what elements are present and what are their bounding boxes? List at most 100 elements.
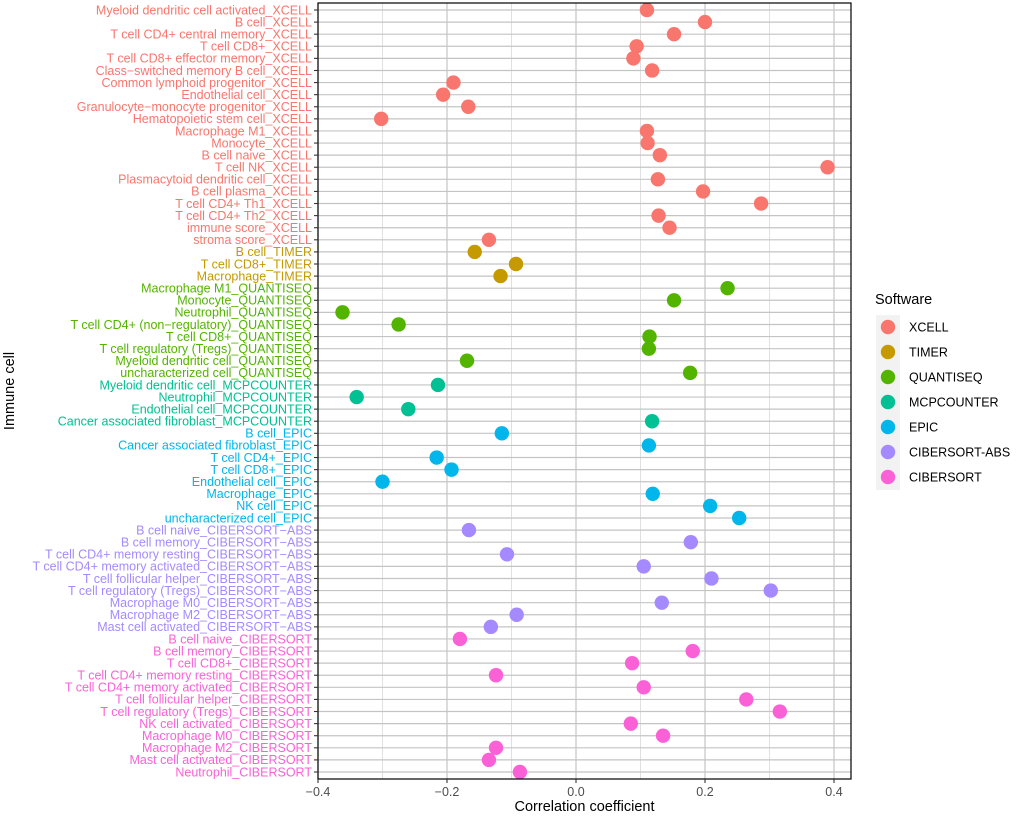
x-tick-label: −0.4 xyxy=(306,785,331,799)
y-tick-label: Macrophage M1_QUANTISEQ xyxy=(141,281,312,295)
y-tick-label: Granulocyte−monocyte progenitor_XCELL xyxy=(77,100,312,114)
y-tick-label: T cell follicular helper_CIBERSORT xyxy=(115,693,312,707)
grid-major xyxy=(317,3,851,779)
y-tick-label: Neutrophil_CIBERSORT xyxy=(175,765,312,779)
y-tick-label: Class−switched memory B cell_XCELL xyxy=(96,64,312,78)
y-axis-title: Immune cell xyxy=(2,352,18,430)
y-tick-label: B cell memory_CIBERSORT xyxy=(153,644,312,658)
legend-key xyxy=(880,469,896,485)
data-point xyxy=(444,462,459,477)
data-point xyxy=(685,643,700,659)
y-tick-label: uncharacterized cell_QUANTISEQ xyxy=(120,366,312,380)
data-point xyxy=(640,135,655,151)
data-point xyxy=(820,160,835,175)
data-point xyxy=(629,39,644,54)
data-point xyxy=(459,353,475,368)
data-point xyxy=(461,522,477,538)
data-point xyxy=(349,389,364,405)
x-tick-label: 0.0 xyxy=(567,785,584,799)
data-point xyxy=(702,498,718,514)
data-point xyxy=(644,414,660,429)
data-point xyxy=(682,365,698,381)
legend-label: QUANTISEQ xyxy=(909,371,983,385)
y-tick-label: T cell regulatory (Tregs)_QUANTISEQ xyxy=(99,342,312,356)
legend-label: EPIC xyxy=(909,421,938,435)
legend-label: CIBERSORT xyxy=(909,471,982,485)
data-point xyxy=(731,510,747,526)
data-point xyxy=(488,740,504,756)
legend-key xyxy=(880,369,896,385)
y-tick-label: T cell CD8+_XCELL xyxy=(200,40,312,54)
x-axis-title: Correlation coefficient xyxy=(515,799,655,815)
y-tick-label: T cell CD8+_EPIC xyxy=(210,463,312,477)
data-point xyxy=(642,329,657,344)
data-point xyxy=(654,595,669,610)
data-point xyxy=(704,571,719,586)
y-tick-label: T cell CD8+_QUANTISEQ xyxy=(166,330,312,344)
y-tick-label: Plasmacytoid dendritic cell_XCELL xyxy=(118,173,312,187)
y-tick-label: B cell naive_CIBERSORT−ABS xyxy=(136,523,312,537)
data-point xyxy=(666,293,682,308)
data-point xyxy=(652,147,668,163)
y-tick-label: Macrophage_TIMER xyxy=(197,269,312,283)
y-tick-label: Cancer associated fibroblast_MCPCOUNTER xyxy=(58,415,312,429)
y-tick-label: Hematopoietic stem cell_XCELL xyxy=(133,112,312,126)
data-point xyxy=(446,75,461,90)
y-tick-label: B cell_XCELL xyxy=(235,15,312,29)
x-axis-ticks: −0.4 −0.2 0.0 0.2 0.4 xyxy=(306,779,843,799)
y-tick-label: Neutrophil_QUANTISEQ xyxy=(174,306,312,320)
data-point xyxy=(623,716,639,731)
data-point xyxy=(481,752,497,768)
data-point xyxy=(644,63,660,78)
y-tick-label: T cell NK_XCELL xyxy=(215,161,312,175)
data-point xyxy=(483,619,499,635)
y-tick-label: T cell CD8+_TIMER xyxy=(201,257,312,271)
legend-label: TIMER xyxy=(909,346,948,360)
data-point xyxy=(645,486,660,502)
data-point xyxy=(452,631,468,647)
y-tick-label: B cell plasma_XCELL xyxy=(191,185,312,199)
data-point xyxy=(639,2,655,18)
data-point xyxy=(488,668,504,683)
data-point xyxy=(624,655,640,671)
data-point xyxy=(651,208,666,223)
y-tick-label: T cell CD4+ Th2_XCELL xyxy=(175,209,312,223)
y-tick-label: Cancer associated fibroblast_EPIC xyxy=(118,439,312,453)
y-axis-ticks: Myeloid dendritic cell activated_XCELLB … xyxy=(33,3,318,779)
y-tick-label: B cell naive_XCELL xyxy=(202,148,313,162)
data-point xyxy=(335,305,350,320)
x-tick-label: 0.2 xyxy=(696,785,713,799)
y-tick-label: T cell CD4+ (non−regulatory)_QUANTISEQ xyxy=(70,318,312,332)
y-tick-label: B cell naive_CIBERSORT xyxy=(168,632,312,646)
legend-label: XCELL xyxy=(909,321,949,335)
data-point xyxy=(430,377,446,393)
y-tick-label: Macrophage M1_XCELL xyxy=(175,124,312,138)
y-tick-label: Endothelial cell_EPIC xyxy=(192,475,312,489)
legend-title: Software xyxy=(875,292,932,308)
data-point xyxy=(772,704,788,719)
y-tick-label: Common lymphoid progenitor_XCELL xyxy=(101,76,312,90)
y-tick-label: B cell memory_CIBERSORT−ABS xyxy=(121,535,312,549)
legend-key xyxy=(880,394,896,410)
y-tick-label: T cell regulatory (Tregs)_CIBERSORT xyxy=(100,705,312,719)
y-tick-label: T cell CD8+_CIBERSORT xyxy=(167,656,312,670)
data-point xyxy=(499,547,515,562)
y-tick-label: NK cell_EPIC xyxy=(236,499,312,513)
y-tick-label: T cell CD4+ memory resting_CIBERSORT xyxy=(77,669,312,683)
x-tick-label: 0.4 xyxy=(825,785,842,799)
y-tick-label: immune score_XCELL xyxy=(187,221,312,235)
data-point xyxy=(636,680,651,695)
y-tick-label: Mast cell activated_CIBERSORT xyxy=(130,753,313,767)
data-point xyxy=(763,583,778,598)
data-point xyxy=(508,256,524,272)
y-tick-label: T cell CD4+_EPIC xyxy=(210,451,312,465)
data-point xyxy=(720,280,735,296)
y-tick-label: B cell_TIMER xyxy=(236,245,312,259)
y-tick-label: Monocyte_XCELL xyxy=(211,136,312,150)
data-point xyxy=(662,220,677,235)
y-tick-label: T cell follicular helper_CIBERSORT−ABS xyxy=(83,572,312,586)
legend-key xyxy=(880,419,896,435)
y-tick-label: Endothelial cell_XCELL xyxy=(181,88,312,102)
data-point xyxy=(509,607,524,622)
y-tick-label: T cell CD4+ Th1_XCELL xyxy=(175,197,312,211)
